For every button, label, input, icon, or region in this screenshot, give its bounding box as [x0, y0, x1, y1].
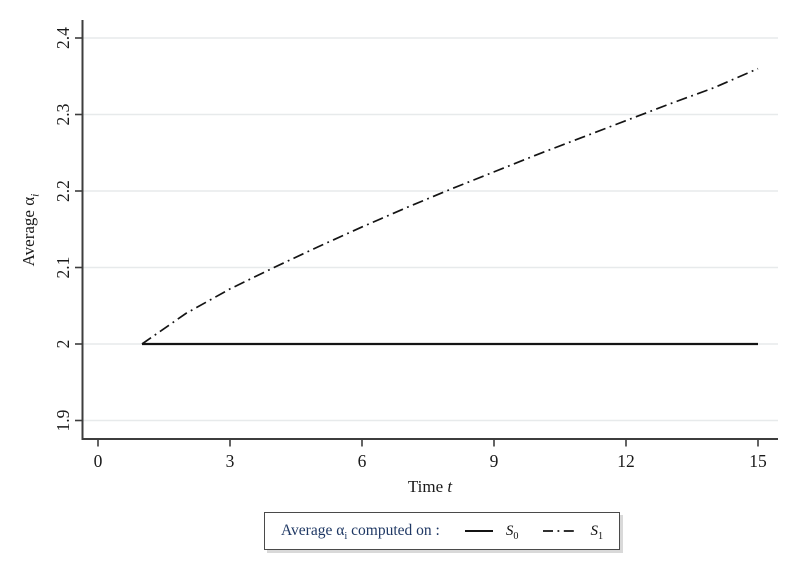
legend-title-text: Average α — [281, 522, 345, 539]
y-tick-label: 2.1 — [53, 257, 73, 279]
legend-label-s0-subscript: 0 — [513, 530, 519, 542]
y-tick-label: 1.9 — [53, 409, 73, 431]
y-tick-label: 2.2 — [53, 180, 73, 202]
x-axis-title: Time t — [408, 477, 452, 497]
legend: Average αi computed on : S0 S1 — [264, 512, 621, 550]
x-tick-label: 3 — [226, 451, 235, 471]
x-axis-title-text: Time — [407, 477, 448, 496]
y-tick-label: 2 — [53, 340, 73, 349]
x-tick-label: 12 — [617, 451, 635, 471]
y-tick-label: 2.4 — [53, 27, 73, 49]
legend-title-subscript: i — [344, 531, 348, 543]
x-tick-label: 6 — [358, 451, 367, 471]
dash-dot-line-swatch — [543, 530, 578, 532]
legend-entry-s0: S0 — [464, 522, 519, 542]
y-tick-label: 2.3 — [53, 103, 73, 125]
y-axis-title-subscript: i — [28, 193, 42, 197]
x-tick-label: 15 — [749, 451, 767, 471]
x-axis-title-variable: t — [447, 477, 453, 496]
legend-label-s0: S0 — [505, 522, 519, 542]
y-axis-title: Average αi — [19, 193, 42, 267]
legend-label-s1-subscript: 1 — [597, 530, 604, 542]
legend-entry-s1: S1 — [542, 522, 604, 542]
legend-label-s1-text: S — [590, 522, 598, 539]
solid-line-swatch — [464, 530, 493, 532]
series-s1-line — [141, 67, 759, 345]
legend-label-s1: S1 — [590, 522, 604, 542]
x-tick-label: 0 — [94, 451, 103, 471]
legend-title-suffix: computed on : — [347, 522, 440, 539]
y-axis-title-text: Average α — [19, 196, 38, 267]
legend-title: Average αi computed on : — [281, 522, 440, 543]
x-tick-label: 9 — [490, 451, 499, 471]
legend-label-s0-text: S — [505, 522, 514, 539]
plot-area: 1.9 2 2.1 2.2 2.3 2.4 0 3 6 9 12 15 — [53, 20, 778, 471]
